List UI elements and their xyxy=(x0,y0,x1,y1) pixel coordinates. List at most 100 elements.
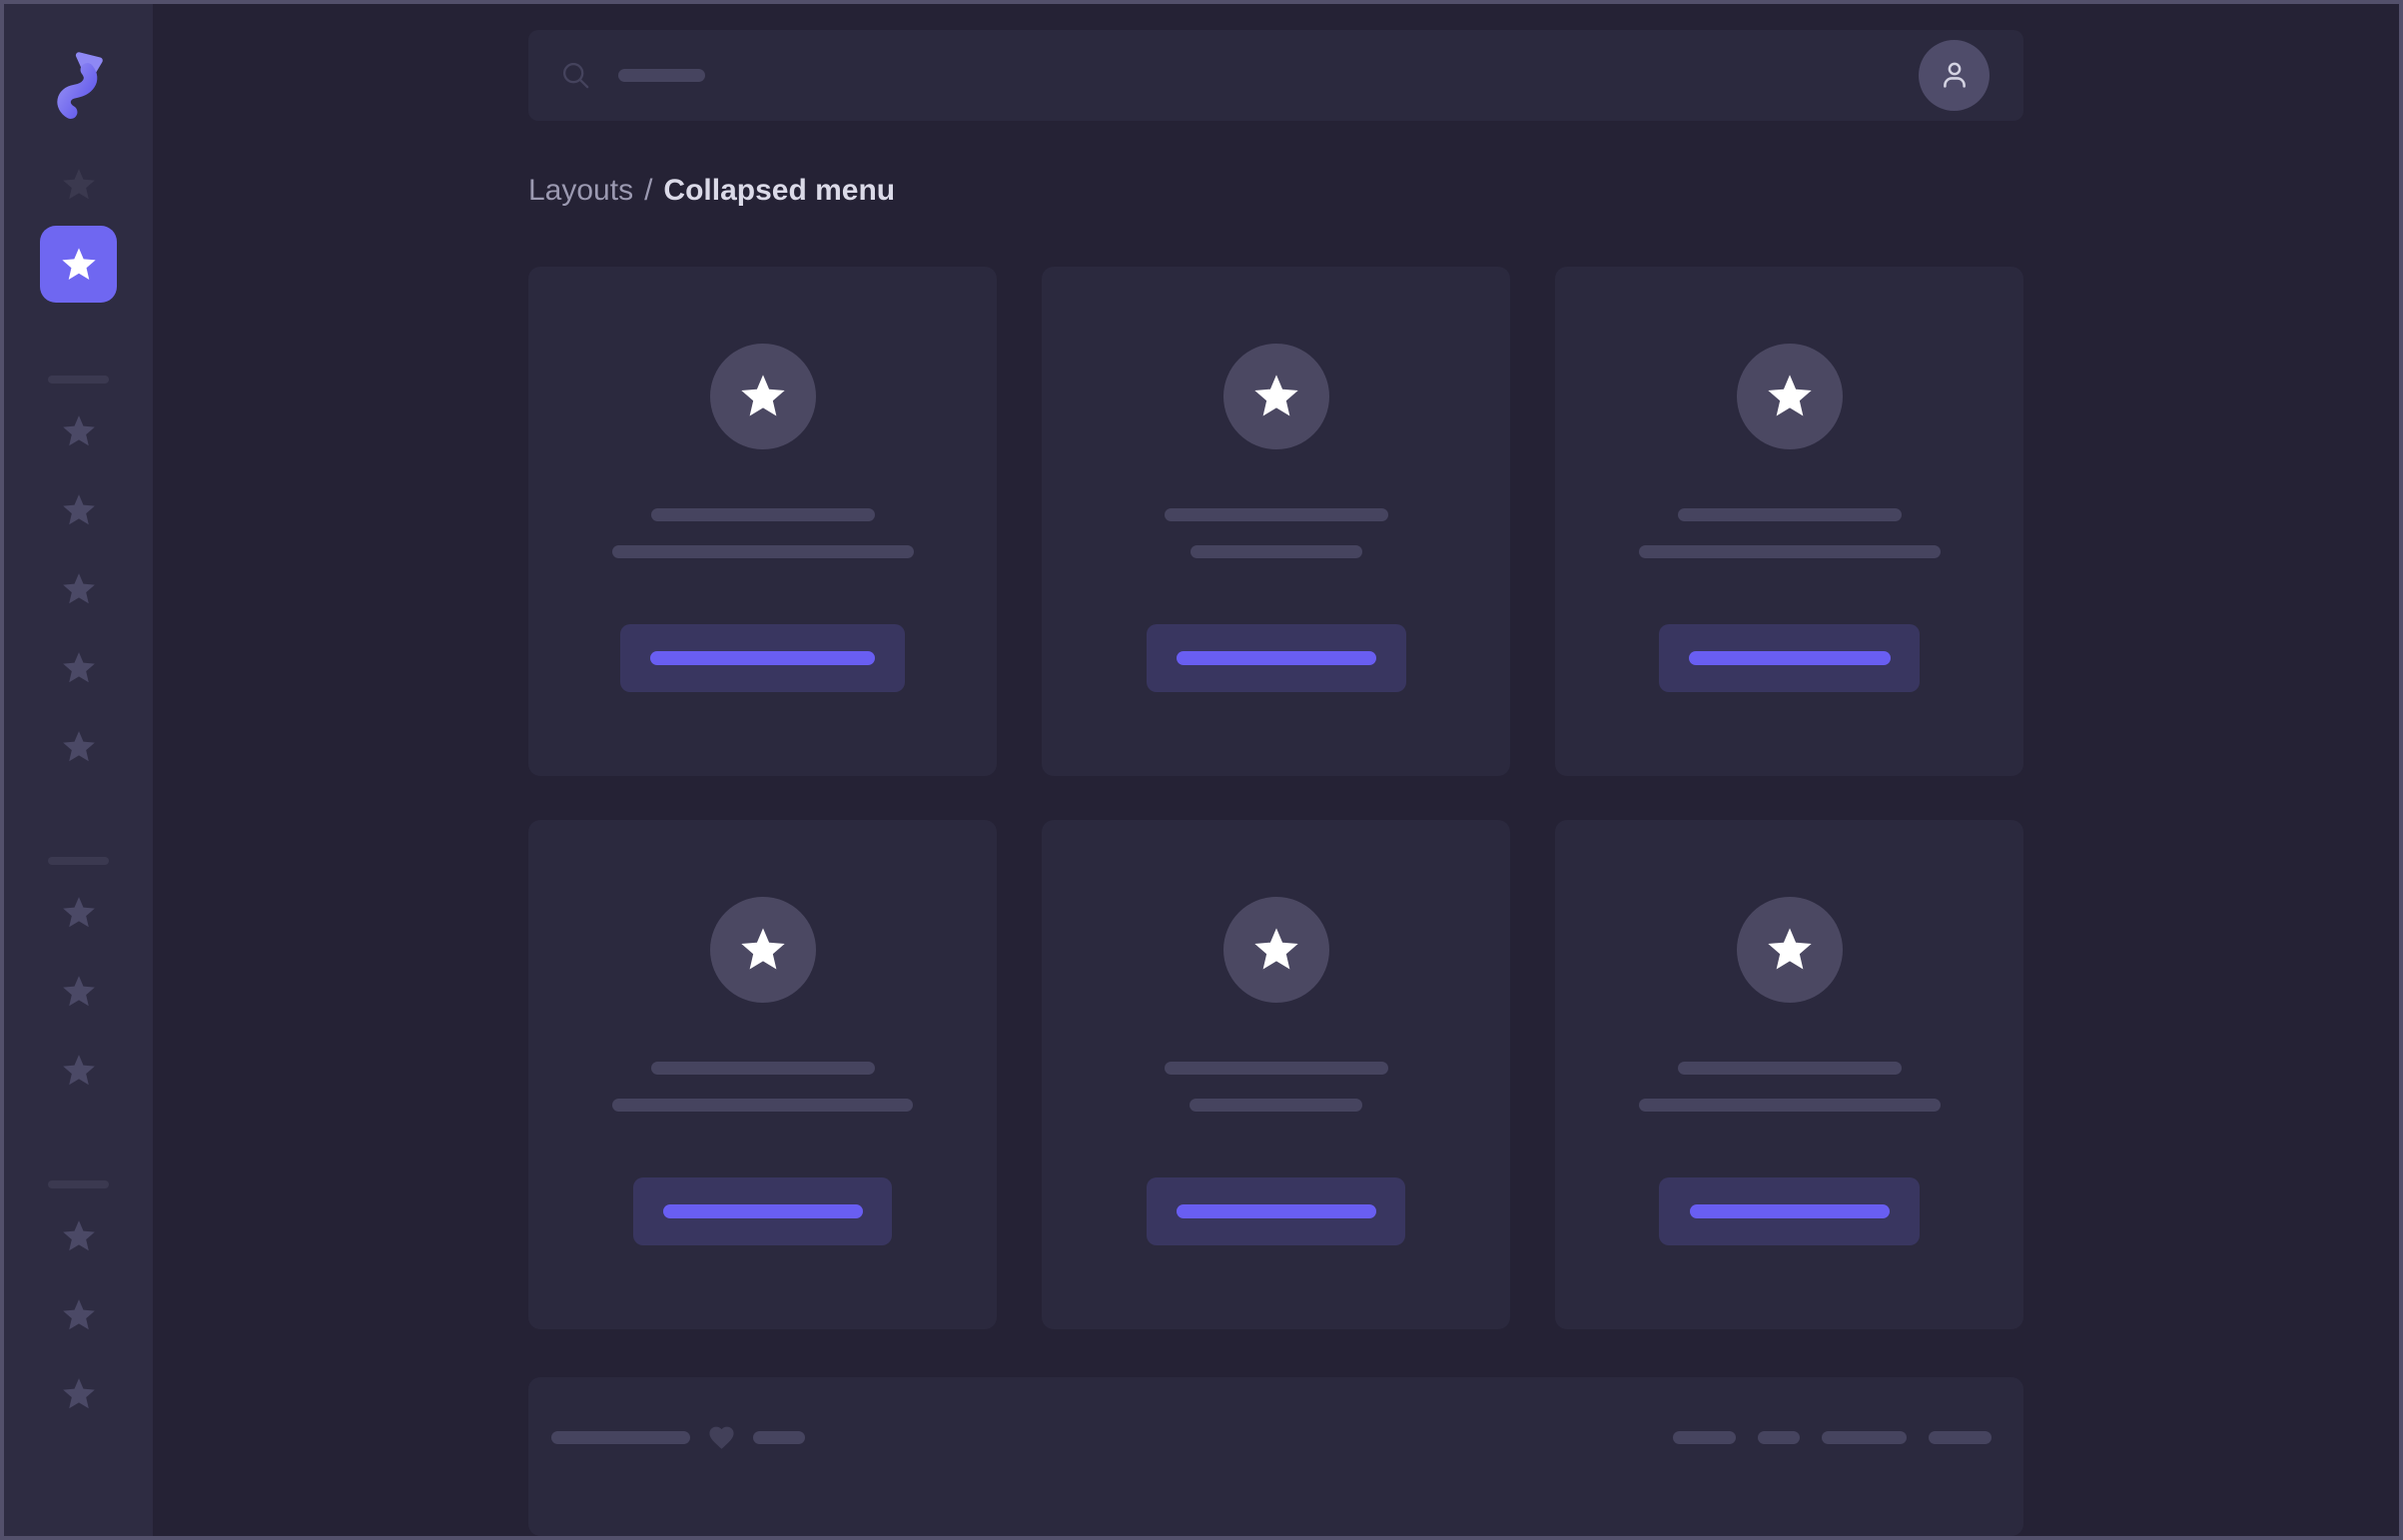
card-button[interactable] xyxy=(1147,1176,1405,1245)
star-icon xyxy=(60,1296,98,1334)
search-icon xyxy=(560,60,591,91)
breadcrumb-separator: / xyxy=(644,173,653,207)
star-icon xyxy=(1764,371,1816,422)
button-label-placeholder xyxy=(650,650,875,665)
card-button[interactable] xyxy=(1146,623,1406,692)
star-icon xyxy=(737,371,789,422)
breadcrumb-current-page: Collapsed menu xyxy=(663,173,896,207)
footer-link-placeholder[interactable] xyxy=(1822,1431,1907,1445)
card xyxy=(528,819,997,1329)
footer-right xyxy=(1673,1424,1992,1452)
main-content: Layouts / Collapsed menu xyxy=(153,4,2399,1536)
footer-text-placeholder xyxy=(753,1431,805,1445)
card-subtitle-placeholder xyxy=(1638,1098,1941,1112)
star-icon xyxy=(60,728,98,766)
star-icon xyxy=(60,973,98,1011)
card-grid xyxy=(528,266,2023,1329)
star-icon xyxy=(60,491,98,529)
sidebar-item[interactable] xyxy=(60,491,98,529)
star-icon xyxy=(59,245,99,285)
card-subtitle-placeholder xyxy=(1190,1098,1362,1112)
button-label-placeholder xyxy=(1689,1203,1890,1218)
star-icon xyxy=(60,894,98,932)
sidebar-item[interactable] xyxy=(60,973,98,1011)
card xyxy=(1555,819,2023,1329)
button-label-placeholder xyxy=(662,1203,863,1218)
footer-left xyxy=(551,1424,805,1452)
sidebar-item[interactable] xyxy=(60,649,98,687)
star-icon xyxy=(60,570,98,608)
heart-icon xyxy=(706,1423,737,1452)
star-icon xyxy=(60,649,98,687)
star-icon xyxy=(60,1217,98,1255)
button-label-placeholder xyxy=(1688,650,1891,665)
card-avatar xyxy=(1222,343,1329,449)
sidebar-item[interactable] xyxy=(60,1217,98,1255)
sidebar-item[interactable] xyxy=(60,166,98,204)
sidebar-item[interactable] xyxy=(60,412,98,450)
button-label-placeholder xyxy=(1176,650,1376,665)
star-icon xyxy=(1250,924,1302,976)
card-title-placeholder xyxy=(1164,507,1388,521)
card-title-placeholder xyxy=(1677,507,1902,521)
star-icon xyxy=(737,924,789,976)
card-button[interactable] xyxy=(633,1176,892,1245)
sidebar-group xyxy=(60,412,98,766)
star-icon xyxy=(60,1052,98,1090)
sidebar-group xyxy=(60,894,98,1090)
sidebar-nav-groups xyxy=(48,303,109,1413)
sidebar xyxy=(4,4,153,1536)
card-subtitle-placeholder xyxy=(1190,544,1362,558)
card-button[interactable] xyxy=(1659,623,1920,692)
button-label-placeholder xyxy=(1176,1203,1376,1218)
sidebar-group xyxy=(60,1217,98,1413)
card xyxy=(1555,266,2023,776)
card-avatar xyxy=(709,896,816,1003)
star-icon xyxy=(60,1375,98,1413)
sidebar-item[interactable] xyxy=(60,1375,98,1413)
footer xyxy=(528,1376,2023,1536)
card xyxy=(1042,266,1510,776)
card-button[interactable] xyxy=(1659,1176,1920,1245)
card-avatar xyxy=(1736,896,1843,1003)
sidebar-item[interactable] xyxy=(60,570,98,608)
footer-link-placeholder[interactable] xyxy=(1758,1431,1800,1445)
star-icon xyxy=(1250,371,1302,422)
sidebar-item[interactable] xyxy=(60,1296,98,1334)
search-input[interactable] xyxy=(560,30,1919,121)
top-bar xyxy=(528,30,2023,121)
footer-link-placeholder[interactable] xyxy=(1673,1431,1736,1445)
search-placeholder-bar xyxy=(618,68,705,82)
card-title-placeholder xyxy=(1164,1061,1388,1075)
user-icon xyxy=(1937,57,1973,93)
user-avatar-button[interactable] xyxy=(1919,39,1990,111)
sidebar-item[interactable] xyxy=(60,728,98,766)
sidebar-item-active[interactable] xyxy=(40,226,117,303)
card-title-placeholder xyxy=(650,507,875,521)
card xyxy=(528,266,997,776)
card xyxy=(1042,819,1510,1329)
card-button[interactable] xyxy=(620,623,905,692)
card-subtitle-placeholder xyxy=(612,1098,913,1112)
sidebar-item[interactable] xyxy=(60,1052,98,1090)
card-avatar xyxy=(709,343,816,449)
sidebar-item[interactable] xyxy=(60,894,98,932)
footer-text-placeholder xyxy=(551,1431,690,1445)
star-icon xyxy=(60,412,98,450)
sidebar-divider xyxy=(48,857,109,865)
shuffle-logo-icon xyxy=(56,52,103,120)
card-avatar xyxy=(1222,896,1329,1003)
footer-link-placeholder[interactable] xyxy=(1929,1431,1992,1445)
card-title-placeholder xyxy=(650,1061,875,1075)
star-icon xyxy=(1764,924,1816,976)
breadcrumb: Layouts / Collapsed menu xyxy=(528,173,2023,209)
sidebar-divider xyxy=(48,376,109,384)
star-icon xyxy=(60,166,98,204)
breadcrumb-link-layouts[interactable]: Layouts xyxy=(528,173,634,207)
card-title-placeholder xyxy=(1677,1061,1902,1075)
card-subtitle-placeholder xyxy=(1638,544,1941,558)
sidebar-divider xyxy=(48,1180,109,1188)
card-avatar xyxy=(1736,343,1843,449)
app-logo[interactable] xyxy=(50,46,108,124)
